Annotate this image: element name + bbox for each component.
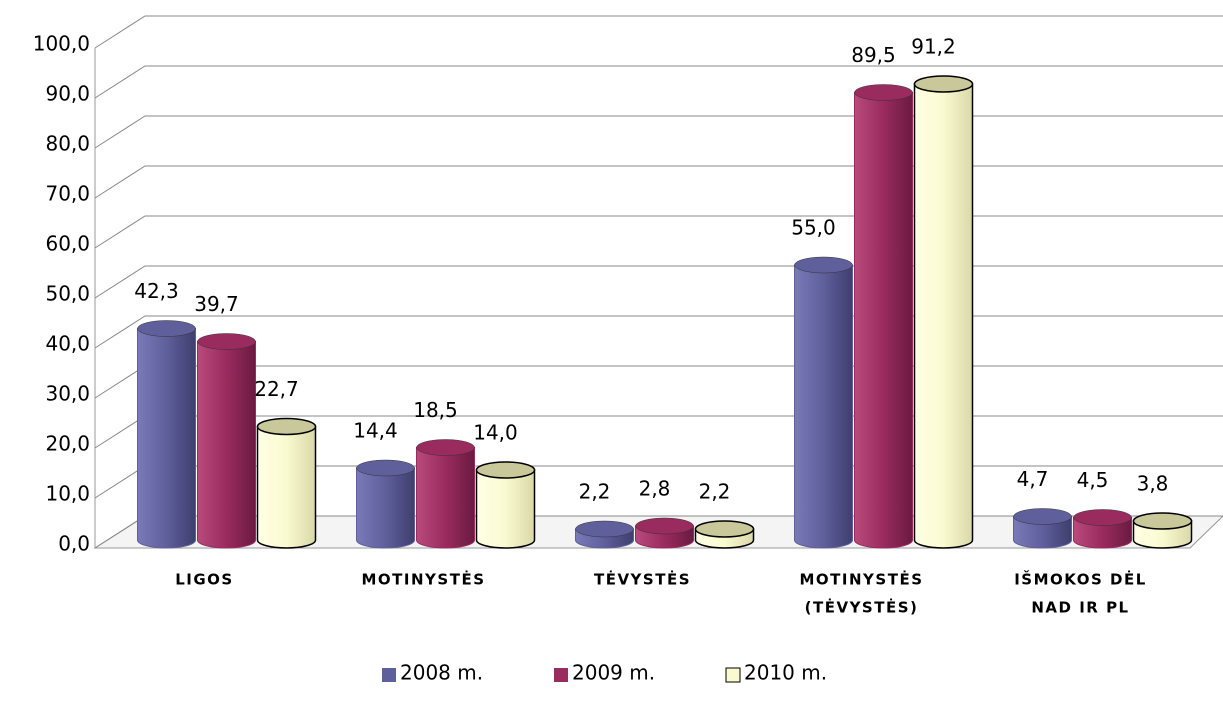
y-tick-label: 80,0 <box>45 132 90 156</box>
bar-top <box>1073 509 1132 526</box>
grid-line <box>94 15 1223 49</box>
bar <box>1013 516 1072 549</box>
bar <box>794 264 853 549</box>
bar-top <box>1013 508 1072 525</box>
bar-top <box>794 256 853 274</box>
data-label: 18,5 <box>413 398 458 422</box>
bar <box>197 341 256 549</box>
data-label: 4,5 <box>1077 468 1109 492</box>
data-label: 89,5 <box>851 43 896 67</box>
bar-top <box>416 439 475 456</box>
x-tick-label: LIGOS <box>175 571 234 589</box>
bar-top <box>137 320 196 337</box>
y-tick-label: 30,0 <box>45 382 90 406</box>
legend-swatch <box>382 668 396 682</box>
x-tick-label: MOTINYSTĖS <box>800 570 924 589</box>
legend-label: 2010 m. <box>744 661 827 685</box>
bar <box>475 469 536 549</box>
data-label: 55,0 <box>791 216 836 240</box>
bar-top <box>197 333 256 350</box>
y-tick-label: 60,0 <box>45 232 90 256</box>
data-label: 2,2 <box>699 480 731 504</box>
grid-line <box>94 165 1223 199</box>
bar <box>137 328 196 549</box>
bar <box>913 83 974 549</box>
data-label: 39,7 <box>194 292 239 316</box>
x-tick-label: IŠMOKOS DĖL <box>1014 570 1147 589</box>
y-tick-label: 100,0 <box>33 32 90 56</box>
data-label: 3,8 <box>1137 472 1169 496</box>
grid-line <box>94 265 1223 299</box>
x-tick-label: MOTINYSTĖS <box>362 570 486 589</box>
data-label: 42,3 <box>134 279 179 303</box>
y-tick-label: 20,0 <box>45 432 90 456</box>
bar-top <box>256 417 317 436</box>
bar <box>356 467 415 549</box>
bar <box>1073 517 1132 549</box>
data-label: 14,4 <box>353 419 398 443</box>
legend-swatch <box>725 667 741 683</box>
y-tick-label: 90,0 <box>45 82 90 106</box>
grid-line <box>94 115 1223 149</box>
bar <box>256 425 317 549</box>
legend-swatch <box>554 668 568 682</box>
x-tick-label: TĖVYSTĖS <box>594 570 691 589</box>
y-tick-label: 40,0 <box>45 332 90 356</box>
bar-top <box>635 517 694 535</box>
bar-top <box>854 84 913 101</box>
data-label: 14,0 <box>473 421 518 445</box>
y-tick-label: 50,0 <box>45 282 90 306</box>
bar <box>416 447 475 549</box>
y-tick-label: 0,0 <box>58 532 90 556</box>
bar-top <box>913 75 974 93</box>
y-tick-label: 10,0 <box>45 482 90 506</box>
bar-top <box>575 520 634 538</box>
data-label: 2,8 <box>639 477 671 501</box>
bar-top <box>1132 512 1193 530</box>
y-tick-label: 70,0 <box>45 182 90 206</box>
bar-top <box>356 459 415 477</box>
x-tick-label: NAD IR PL <box>1031 599 1129 617</box>
grid-line <box>94 65 1223 99</box>
grid-line <box>94 215 1223 249</box>
x-tick-label: (TĖVYSTĖS) <box>805 598 919 617</box>
data-label: 4,7 <box>1017 467 1049 491</box>
grid-line <box>94 315 1223 349</box>
bar-top <box>475 461 536 479</box>
data-label: 2,2 <box>579 480 611 504</box>
bar-top <box>694 520 755 538</box>
data-label: 91,2 <box>911 35 956 59</box>
legend-label: 2009 m. <box>572 661 655 685</box>
bar <box>854 92 913 549</box>
legend-label: 2008 m. <box>400 661 483 685</box>
data-label: 22,7 <box>254 377 299 401</box>
